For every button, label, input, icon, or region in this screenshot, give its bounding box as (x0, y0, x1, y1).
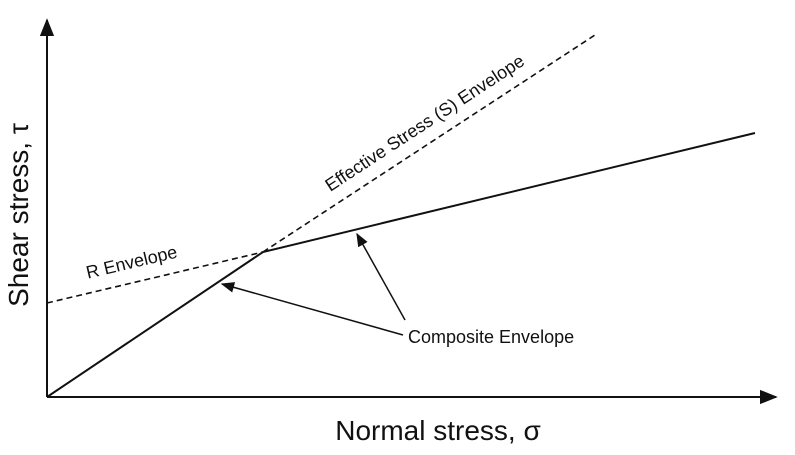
y-axis-label: Shear stress, τ (3, 123, 34, 307)
s-envelope (262, 34, 596, 253)
x-axis-label: Normal stress, σ (335, 415, 541, 446)
r-envelope (46, 251, 264, 304)
r-envelope-label: R Envelope (84, 242, 179, 283)
s-envelope-label: Effective Stress (S) Envelope (321, 51, 528, 196)
pointer-arrow (220, 282, 404, 336)
composite-label: Composite Envelope (408, 327, 574, 347)
pointer-arrow (356, 232, 406, 321)
